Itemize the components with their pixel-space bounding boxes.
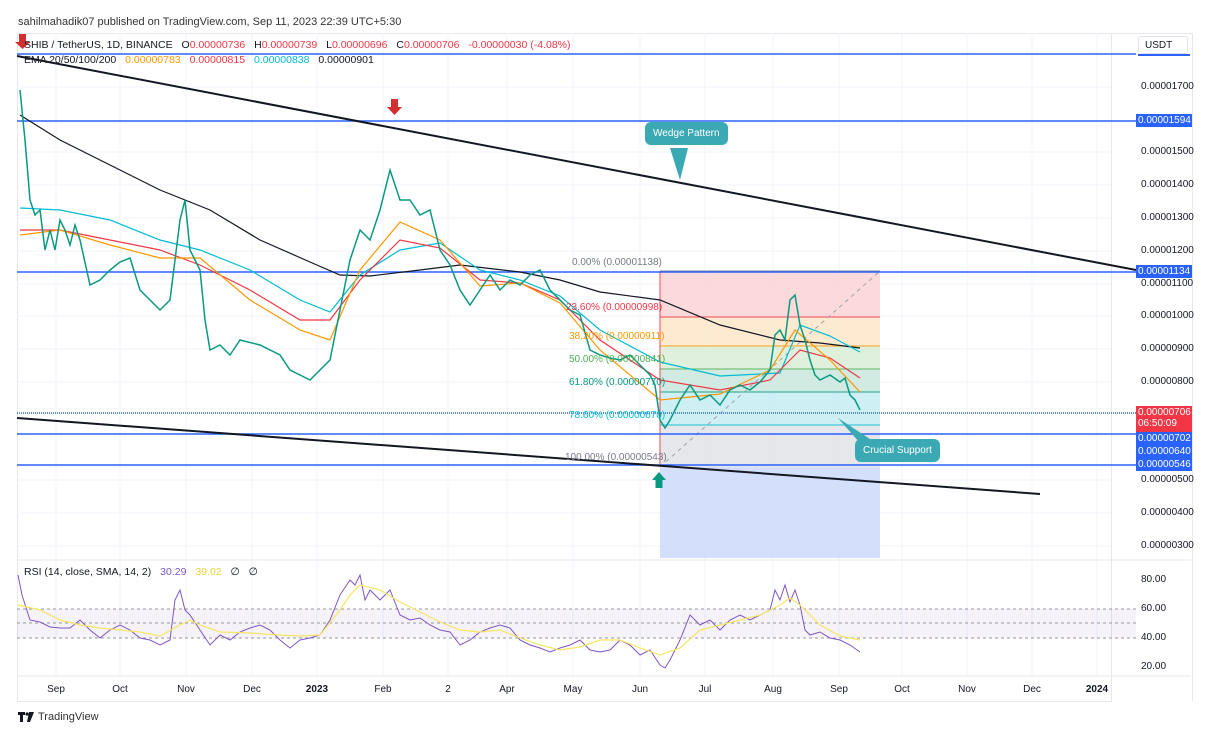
price-tick: 0.00001100 (1141, 278, 1194, 289)
price-tick: 0.00001700 (1141, 81, 1194, 92)
fib-level-618: 61.80% (0.00000770) (569, 377, 666, 388)
ema-label: EMA 20/50/100/200 (24, 54, 117, 66)
price-axis[interactable] (1111, 33, 1193, 701)
green-arrow-bottom-icon (652, 472, 666, 488)
currency-selector[interactable]: USDT (1138, 36, 1188, 54)
chart-area[interactable] (17, 33, 1112, 702)
time-tick-year: 2024 (1085, 684, 1109, 695)
fib-level-236: 23.60% (0.00000998) (566, 302, 663, 313)
support-tag-1: 0.00000702 (1136, 432, 1192, 445)
tradingview-logo-icon (18, 712, 34, 722)
high-value: 0.00000739 (261, 39, 318, 51)
rsi-tick: 40.00 (1141, 632, 1167, 643)
tradingview-logo[interactable]: TradingView (18, 711, 99, 723)
rsi-tick: 60.00 (1141, 603, 1167, 614)
axis-marker (1138, 54, 1190, 56)
fib-level-382: 38.20% (0.00000911) (569, 331, 665, 342)
last-price-tag: 0.00000706 06:50:09 (1136, 406, 1192, 432)
publisher-line: sahilmahadik07 published on TradingView.… (18, 16, 402, 28)
ema200-value: 0.00000901 (318, 54, 374, 66)
time-tick: Sep (830, 684, 848, 695)
support-tag-3: 0.00000546 (1136, 458, 1192, 471)
rsi-label: RSI (14, close, SMA, 14, 2) (24, 566, 152, 578)
ema50-value: 0.00000815 (189, 54, 246, 66)
rsi-sma-value: 39.02 (195, 566, 222, 578)
open-value: 0.00000736 (189, 39, 246, 51)
resistance-tag-mid: 0.00001134 (1136, 265, 1192, 278)
price-tick: 0.00000300 (1141, 540, 1194, 551)
bar-countdown: 06:50:09 (1138, 418, 1177, 429)
time-tick: Dec (1023, 684, 1041, 695)
rsi-value: 30.29 (160, 566, 187, 578)
grid-lines (17, 33, 1111, 676)
fib-level-50: 50.00% (0.00000841) (569, 354, 666, 365)
time-tick: May (563, 684, 583, 695)
time-tick: Oct (112, 684, 128, 695)
time-tick: Aug (764, 684, 782, 695)
ema100-value: 0.00000838 (253, 54, 310, 66)
fib-level-0: 0.00% (0.00001138) (572, 257, 662, 268)
wedge-callout-tail (670, 148, 688, 180)
price-candles (19, 89, 861, 430)
price-tick: 0.00001400 (1141, 179, 1194, 190)
fib-level-100: 100.00% (0.00000543) (565, 452, 667, 463)
symbol-legend: SHIB / TetherUS, 1D, BINANCE O0.00000736… (24, 39, 571, 51)
price-tick: 0.00000400 (1141, 507, 1194, 518)
rsi-extra-2: ∅ (248, 566, 258, 578)
red-arrow-peak-icon (387, 99, 402, 115)
horizontal-levels (17, 53, 1136, 466)
rsi-levels (17, 608, 1136, 639)
price-tick: 0.00001200 (1141, 245, 1194, 256)
rsi-extra-1: ∅ (230, 566, 240, 578)
rsi-line (17, 573, 861, 669)
wedge-pattern-callout[interactable]: Wedge Pattern (645, 122, 728, 145)
rsi-tick: 20.00 (1141, 661, 1167, 672)
support-tag-2: 0.00000640 (1136, 445, 1192, 458)
time-tick: Nov (958, 684, 976, 695)
change-value: -0.00000030 (-4.08%) (468, 39, 571, 51)
time-tick: Sep (47, 684, 65, 695)
crucial-support-callout[interactable]: Crucial Support (855, 439, 940, 462)
price-tick: 0.00000500 (1141, 474, 1194, 485)
time-tick: Feb (374, 684, 392, 695)
red-arrow-top-left-icon (15, 34, 30, 49)
price-tick: 0.00001000 (1141, 310, 1194, 321)
time-tick: 2 (445, 684, 451, 695)
symbol-name: SHIB / TetherUS, 1D, BINANCE (24, 39, 173, 51)
time-tick: Nov (177, 684, 195, 695)
fib-level-786: 78.60% (0.00000670) (569, 410, 666, 421)
ema-lines (19, 114, 861, 401)
tradingview-brand: TradingView (38, 711, 99, 723)
rsi-sma-line (17, 584, 861, 656)
price-tick: 0.00001500 (1141, 146, 1194, 157)
price-tick: 0.00000900 (1141, 343, 1194, 354)
wedge-trendlines (16, 55, 1137, 495)
rsi-tick: 80.00 (1141, 574, 1167, 585)
time-tick-year: 2023 (305, 684, 329, 695)
time-tick: Apr (499, 684, 515, 695)
ema20-value: 0.00000783 (125, 54, 181, 66)
time-tick: Jul (698, 684, 712, 695)
price-tick: 0.00000800 (1141, 376, 1194, 387)
low-value: 0.00000696 (331, 39, 388, 51)
ema-legend[interactable]: EMA 20/50/100/200 0.00000783 0.00000815 … (24, 54, 380, 66)
support-callout-tail (838, 418, 876, 443)
close-value: 0.00000706 (403, 39, 460, 51)
rsi-legend[interactable]: RSI (14, close, SMA, 14, 2) 30.29 39.02 … (24, 566, 264, 578)
price-tick: 0.00001300 (1141, 212, 1194, 223)
resistance-tag-top: 0.00001594 (1136, 114, 1192, 127)
time-tick: Oct (894, 684, 910, 695)
last-price-value: 0.00000706 (1138, 407, 1191, 418)
time-tick: Jun (631, 684, 649, 695)
time-tick: Dec (243, 684, 261, 695)
